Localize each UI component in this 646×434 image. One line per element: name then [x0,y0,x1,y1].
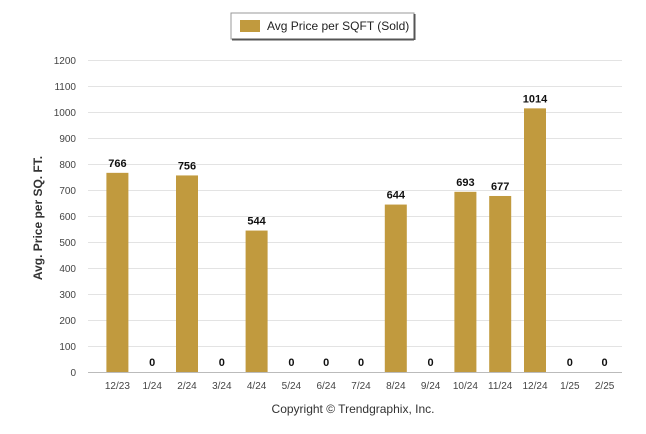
data-label: 766 [108,158,126,170]
y-tick-label: 600 [59,212,76,223]
data-label: 0 [219,357,225,369]
bar [454,191,477,372]
data-label: 0 [567,357,573,369]
y-axis-title: Avg. Price per SQ. FT. [31,156,45,280]
y-tick-label: 1200 [54,56,77,67]
data-label: 0 [288,357,294,369]
x-tick-label: 8/24 [386,381,406,392]
x-tick-label: 10/24 [453,381,478,392]
data-label: 544 [247,216,266,228]
x-tick-labels: 12/23 1/24 2/24 3/24 4/24 5/24 6/24 7/24 8/24 9/2… [105,381,615,392]
x-tick-label: 9/24 [421,381,441,392]
y-tick-label: 1000 [54,108,77,119]
data-label: 756 [178,160,196,172]
y-tick-label: 300 [59,290,76,301]
x-tick-label: 5/24 [282,381,302,392]
y-tick-label: 900 [59,134,76,145]
x-tick-label: 2/25 [595,381,615,392]
bar [245,230,268,372]
x-tick-label: 1/25 [560,381,580,392]
x-tick-label: 1/24 [142,381,162,392]
copyright-text: Copyright © Trendgraphix, Inc. [272,402,435,416]
y-tick-label: 700 [59,186,76,197]
y-tick-label: 1100 [54,82,76,93]
x-tick-label: 7/24 [351,381,371,392]
legend-label: Avg Price per SQFT (Sold) [267,19,409,33]
x-tick-label: 2/24 [177,381,197,392]
y-tick-labels: 0 100 200 300 400 500 600 700 800 900 1000 1100 1200 [54,56,77,379]
y-tick-label: 800 [59,160,76,171]
bar [489,195,512,372]
x-tick-label: 3/24 [212,381,232,392]
bar [106,172,129,372]
y-tick-label: 500 [59,238,76,249]
bar [176,175,198,372]
bar [384,204,407,372]
legend: Avg Price per SQFT (Sold) [230,12,416,41]
x-tick-label: 4/24 [247,381,267,392]
data-label: 677 [491,181,509,193]
x-tick-label: 12/24 [522,381,547,392]
bars [106,108,546,373]
bar [524,108,546,373]
data-label: 644 [387,190,406,202]
data-label: 0 [149,357,155,369]
data-label: 693 [456,177,474,189]
y-tick-label: 0 [70,368,76,379]
data-labels: 766 0 756 0 544 0 0 0 644 0 693 677 1014 0 0 [108,93,607,369]
x-tick-label: 11/24 [488,381,513,392]
data-label: 0 [358,357,364,369]
data-label: 0 [428,357,434,369]
y-tick-label: 200 [59,316,76,327]
data-label: 1014 [523,93,548,105]
y-tick-label: 100 [59,342,76,353]
data-label: 0 [323,357,329,369]
x-tick-label: 6/24 [316,381,336,392]
x-tick-label: 12/23 [105,381,130,392]
y-tick-label: 400 [59,264,76,275]
data-label: 0 [602,357,608,369]
legend-swatch [240,20,260,32]
